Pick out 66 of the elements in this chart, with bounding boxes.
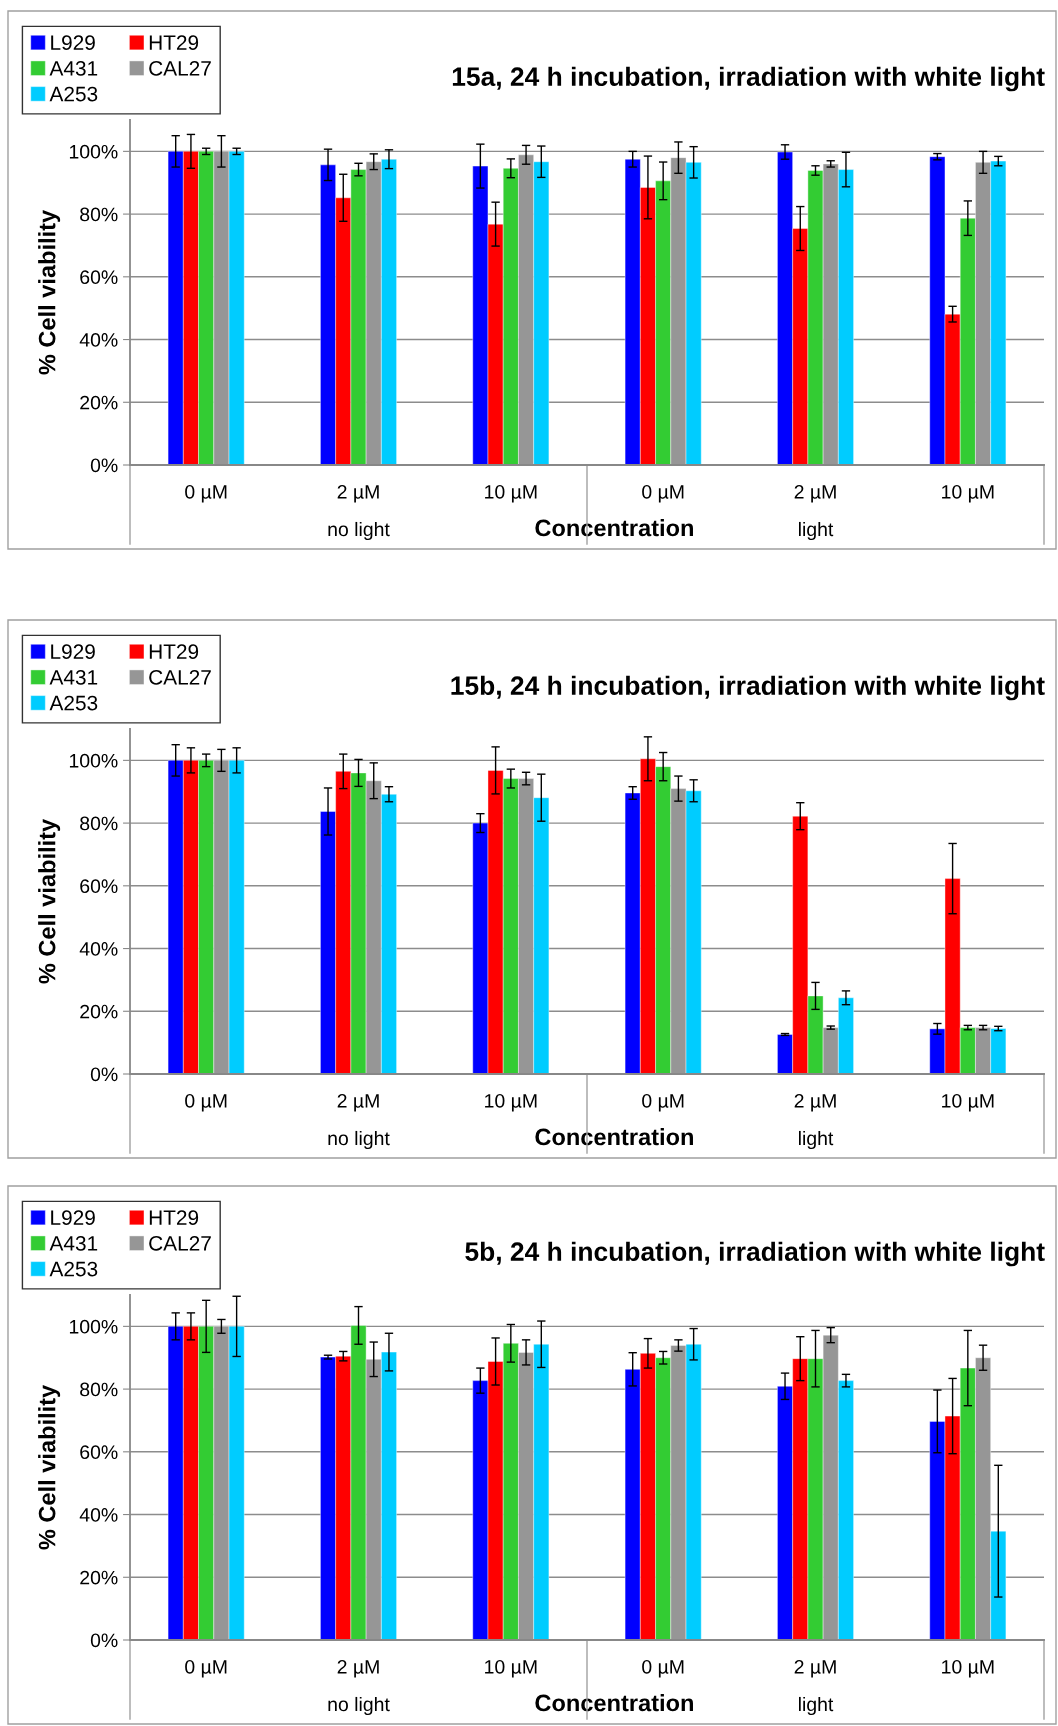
legend-label: L929 (51, 644, 95, 660)
legend-label: CAL27 (149, 669, 211, 685)
y-tick-label: 20% (80, 395, 118, 410)
x-tick-label: 0 µM (185, 1659, 227, 1678)
x-axis-title: Concentration (535, 519, 693, 537)
x-tick-label: 0 µM (642, 1659, 684, 1678)
y-tick-label: 40% (79, 1508, 118, 1522)
y-tick-label: 0% (90, 1633, 118, 1648)
legend-label: A431 (49, 669, 98, 685)
legend-label: HT29 (149, 35, 199, 51)
y-tick-label: 100% (69, 1319, 118, 1334)
text: light (798, 1696, 834, 1716)
text: light (798, 1130, 834, 1150)
legend-label: A431 (49, 60, 98, 76)
y-axis-title: % Cell viability (38, 209, 61, 375)
legend-label: A253 (49, 86, 98, 102)
x-tick-label: 2 µM (794, 1659, 836, 1678)
y-tick-label: 100% (69, 753, 118, 768)
x-tick-label: 0 µM (185, 484, 227, 503)
legend-label: HT29 (149, 1210, 199, 1226)
y-axis-title: % Cell viability (38, 818, 61, 984)
y-tick-label: 40% (79, 942, 118, 956)
x-tick-label: 10 µM (485, 484, 537, 503)
y-tick-label: 60% (80, 879, 118, 894)
legend-label: A253 (49, 695, 98, 711)
x-tick-label: 0 µM (642, 484, 684, 503)
legend-label: A253 (49, 1261, 98, 1277)
text: no light (328, 1696, 390, 1716)
y-tick-label: 0% (90, 1067, 118, 1082)
y-tick-label: 60% (80, 1445, 118, 1460)
legend-label: L929 (51, 1210, 95, 1226)
y-tick-label: 0% (90, 458, 118, 473)
y-tick-label: 20% (80, 1004, 118, 1019)
legend-label: A431 (49, 1235, 98, 1251)
x-axis-title: Concentration (535, 1128, 693, 1146)
legend-label: L929 (51, 35, 95, 51)
x-tick-label: 2 µM (337, 1093, 379, 1112)
text: no light (328, 521, 390, 541)
chart-title: 15a, 24 h incubation, irradiation with white light (452, 66, 1045, 92)
x-tick-label: 0 µM (185, 1093, 227, 1112)
y-tick-label: 40% (79, 333, 118, 347)
x-tick-label: 10 µM (942, 1093, 994, 1112)
y-tick-label: 60% (80, 270, 118, 285)
y-tick-label: 80% (80, 207, 118, 222)
x-tick-label: 10 µM (485, 1659, 537, 1678)
text: light (798, 521, 834, 541)
legend-label: HT29 (149, 644, 199, 660)
chart-title: 15b, 24 h incubation, irradiation with white light (451, 675, 1045, 701)
legend-label: CAL27 (149, 60, 211, 76)
y-tick-label: 20% (80, 1570, 118, 1585)
x-tick-label: 2 µM (794, 1093, 836, 1112)
x-tick-label: 10 µM (942, 484, 994, 503)
text: no light (328, 1130, 390, 1150)
y-tick-label: 80% (80, 816, 118, 831)
x-tick-label: 2 µM (337, 484, 379, 503)
x-tick-label: 2 µM (337, 1659, 379, 1678)
y-axis-title: % Cell viability (38, 1384, 61, 1550)
x-axis-title: Concentration (535, 1694, 693, 1712)
chart-title: 5b, 24 h incubation, irradiation with white light (465, 1241, 1045, 1267)
x-tick-label: 10 µM (942, 1659, 994, 1678)
y-tick-label: 80% (80, 1382, 118, 1397)
x-tick-label: 10 µM (485, 1093, 537, 1112)
legend-label: CAL27 (149, 1235, 211, 1251)
x-tick-label: 2 µM (794, 484, 836, 503)
y-tick-label: 100% (69, 144, 118, 159)
x-tick-label: 0 µM (642, 1093, 684, 1112)
